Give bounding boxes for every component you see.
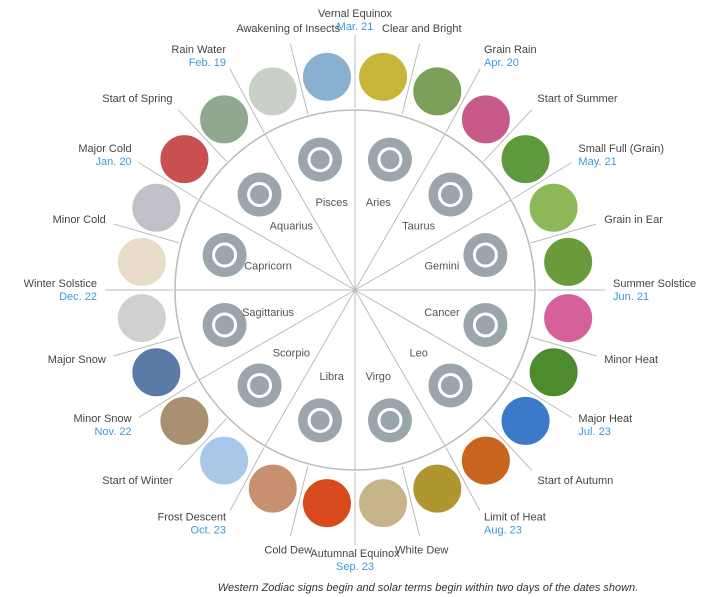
- zodiac-icon: [368, 398, 412, 442]
- term-photo: [529, 183, 579, 233]
- zodiac-name: Taurus: [402, 220, 436, 232]
- term-name: Major Cold: [78, 143, 131, 155]
- zodiac-icon: [298, 138, 342, 182]
- term-name: Major Heat: [578, 413, 632, 425]
- term-name: Autumnal Equinox: [310, 548, 400, 560]
- term-name: Limit of Heat: [484, 512, 546, 524]
- zodiac-name: Sagittarius: [242, 307, 294, 319]
- term-photo: [543, 293, 593, 343]
- term-date: Feb. 19: [189, 57, 226, 69]
- term-photo: [358, 478, 408, 528]
- term-date: Sep. 23: [336, 561, 374, 573]
- term-name: Awakening of Insects: [236, 23, 340, 35]
- term-name: Grain Rain: [484, 44, 537, 56]
- term-photo: [117, 237, 167, 287]
- zodiac-name: Gemini: [425, 261, 460, 273]
- term-photo: [199, 94, 249, 144]
- zodiac-icon: [298, 398, 342, 442]
- term-photo: [461, 94, 511, 144]
- term-date: Mar. 21: [337, 21, 374, 33]
- term-name: Minor Snow: [73, 413, 131, 425]
- zodiac-name: Aquarius: [270, 220, 314, 232]
- caption: Western Zodiac signs begin and solar ter…: [218, 582, 638, 594]
- term-photo: [159, 396, 209, 446]
- term-photo: [131, 347, 181, 397]
- term-name: Minor Cold: [53, 214, 106, 226]
- term-name: Summer Solstice: [613, 278, 696, 290]
- zodiac-icon: [428, 363, 472, 407]
- term-photo: [501, 134, 551, 184]
- term-name: Start of Autumn: [537, 475, 613, 487]
- zodiac-icon: [203, 303, 247, 347]
- zodiac-name: Capricorn: [244, 261, 292, 273]
- term-name: Major Snow: [48, 354, 106, 366]
- zodiac-name: Scorpio: [273, 348, 310, 360]
- zodiac-icon: [203, 233, 247, 277]
- zodiac-name: Cancer: [424, 307, 460, 319]
- term-photo: [501, 396, 551, 446]
- term-name: Start of Summer: [537, 93, 617, 105]
- term-photo: [358, 52, 408, 102]
- term-photo: [412, 464, 462, 514]
- term-photo: [248, 464, 298, 514]
- term-date: May. 21: [578, 156, 616, 168]
- zodiac-icon: [463, 303, 507, 347]
- term-photo: [302, 478, 352, 528]
- term-photo: [529, 347, 579, 397]
- term-photo: [412, 66, 462, 116]
- term-date: Nov. 22: [94, 426, 131, 438]
- term-photo: [159, 134, 209, 184]
- zodiac-icon: [238, 173, 282, 217]
- term-name: White Dew: [395, 545, 448, 557]
- term-name: Start of Winter: [102, 475, 173, 487]
- term-photo: [131, 183, 181, 233]
- zodiac-name: Leo: [409, 348, 427, 360]
- term-name: Frost Descent: [158, 512, 226, 524]
- solar-terms-diagram: Western Zodiac signs begin and solar ter…: [0, 0, 706, 597]
- term-name: Clear and Bright: [382, 23, 462, 35]
- term-date: Jun. 21: [613, 291, 649, 303]
- term-date: Aug. 23: [484, 525, 522, 537]
- term-name: Minor Heat: [604, 354, 658, 366]
- term-name: Start of Spring: [102, 93, 172, 105]
- zodiac-icon: [428, 173, 472, 217]
- term-date: Oct. 23: [191, 525, 226, 537]
- zodiac-name: Pisces: [316, 197, 349, 209]
- term-date: Dec. 22: [59, 291, 97, 303]
- zodiac-icon: [368, 138, 412, 182]
- term-name: Rain Water: [171, 44, 226, 56]
- zodiac-name: Libra: [319, 371, 344, 383]
- zodiac-icon: [463, 233, 507, 277]
- term-name: Vernal Equinox: [318, 8, 392, 20]
- term-name: Grain in Ear: [604, 214, 663, 226]
- term-date: Apr. 20: [484, 57, 519, 69]
- term-name: Small Full (Grain): [578, 143, 664, 155]
- zodiac-name: Aries: [366, 197, 392, 209]
- term-date: Jan. 20: [95, 156, 131, 168]
- term-name: Cold Dew: [264, 545, 312, 557]
- term-photo: [199, 436, 249, 486]
- term-photo: [543, 237, 593, 287]
- term-date: Jul. 23: [578, 426, 610, 438]
- term-photo: [117, 293, 167, 343]
- term-photo: [461, 436, 511, 486]
- term-photo: [302, 52, 352, 102]
- zodiac-name: Virgo: [366, 371, 391, 383]
- term-photo: [248, 66, 298, 116]
- zodiac-icon: [238, 363, 282, 407]
- term-name: Winter Solstice: [24, 278, 97, 290]
